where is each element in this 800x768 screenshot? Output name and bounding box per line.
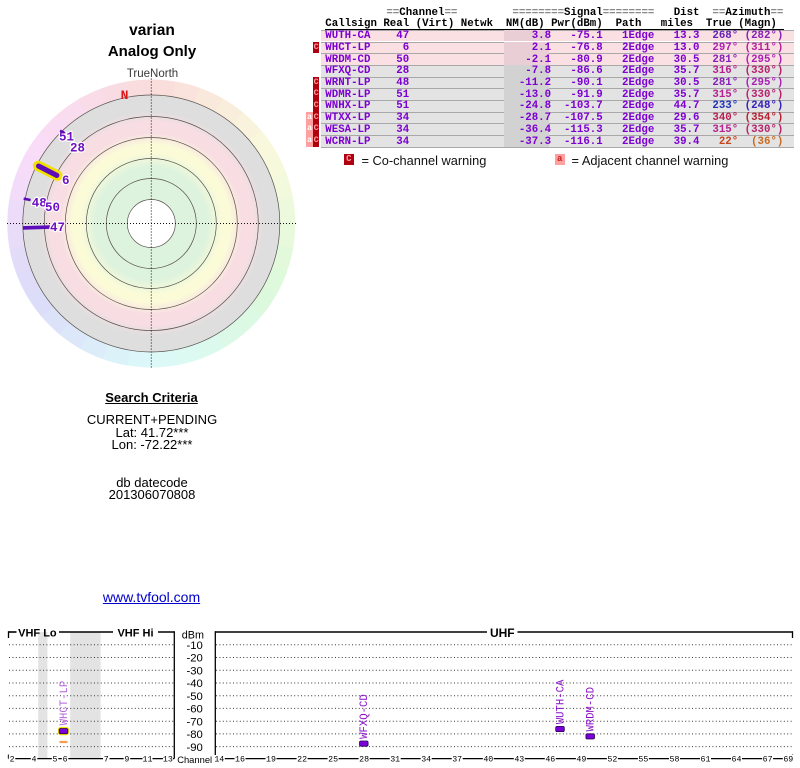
svg-text:50: 50 [45, 201, 60, 215]
svg-text:64: 64 [732, 756, 742, 765]
svg-text:WHCT-LP: WHCT-LP [59, 681, 71, 726]
svg-text:19: 19 [266, 756, 276, 765]
svg-text:WFXQ-CD: WFXQ-CD [359, 694, 371, 739]
svg-text:-20: -20 [186, 653, 202, 665]
svg-text:UHF: UHF [490, 626, 515, 640]
svg-text:69: 69 [783, 756, 793, 765]
svg-text:-40: -40 [186, 678, 202, 690]
svg-text:-30: -30 [186, 665, 202, 677]
svg-text:47: 47 [50, 221, 65, 235]
svg-text:5: 5 [53, 756, 58, 765]
svg-text:34: 34 [421, 756, 431, 765]
svg-text:2: 2 [10, 756, 15, 765]
svg-text:7: 7 [104, 756, 109, 765]
svg-text:Channel: Channel [177, 754, 212, 765]
svg-text:14: 14 [214, 756, 224, 765]
svg-text:VHF Hi: VHF Hi [117, 627, 153, 639]
svg-text:52: 52 [607, 756, 617, 765]
svg-text:WRDM-CD: WRDM-CD [586, 687, 598, 732]
svg-text:-10: -10 [186, 640, 202, 652]
svg-text:37: 37 [452, 756, 462, 765]
svg-text:67: 67 [763, 756, 773, 765]
svg-text:6: 6 [63, 756, 68, 765]
svg-text:40: 40 [483, 756, 493, 765]
svg-text:-70: -70 [186, 716, 202, 728]
svg-text:28: 28 [70, 141, 85, 155]
svg-text:58: 58 [670, 756, 680, 765]
svg-text:61: 61 [701, 756, 711, 765]
svg-text:dBm: dBm [182, 629, 204, 641]
svg-text:VHF Lo: VHF Lo [18, 627, 57, 639]
svg-text:4: 4 [32, 756, 37, 765]
svg-text:-80: -80 [186, 729, 202, 741]
svg-text:43: 43 [514, 756, 524, 765]
svg-text:-60: -60 [186, 704, 202, 716]
svg-text:22: 22 [297, 756, 307, 765]
svg-text:16: 16 [235, 756, 245, 765]
svg-text:46: 46 [545, 756, 555, 765]
svg-text:49: 49 [576, 756, 586, 765]
svg-text:6: 6 [62, 174, 70, 188]
svg-text:-50: -50 [186, 691, 202, 703]
svg-text:13: 13 [163, 756, 173, 765]
svg-text:28: 28 [359, 756, 369, 765]
svg-text:55: 55 [638, 756, 648, 765]
svg-text:11: 11 [143, 756, 153, 765]
svg-text:WUTH-CA: WUTH-CA [555, 679, 567, 724]
svg-text:9: 9 [124, 756, 129, 765]
svg-text:31: 31 [390, 756, 400, 765]
svg-text:25: 25 [328, 756, 338, 765]
svg-text:51: 51 [59, 131, 74, 145]
svg-text:-90: -90 [186, 742, 202, 754]
svg-text:N: N [121, 88, 129, 103]
svg-text:48: 48 [32, 196, 47, 210]
